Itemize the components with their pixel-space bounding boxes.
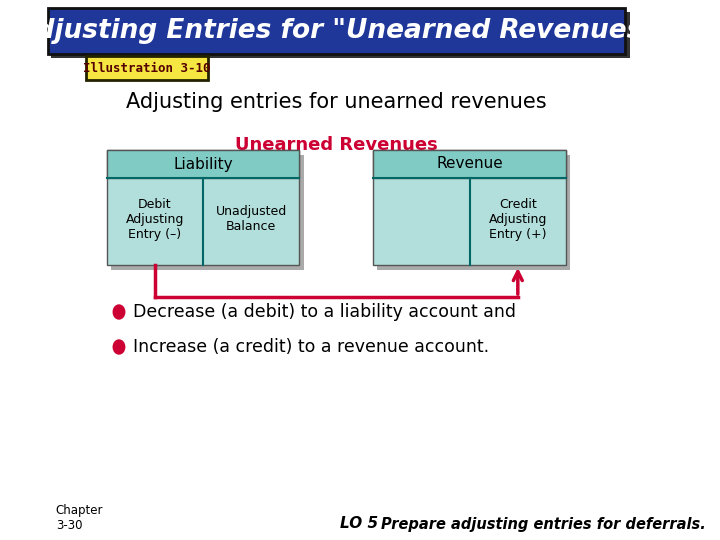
Bar <box>373 150 566 178</box>
Text: Adjusting Entries for "Unearned Revenues": Adjusting Entries for "Unearned Revenues… <box>17 18 657 44</box>
Text: Increase (a credit) to a revenue account.: Increase (a credit) to a revenue account… <box>133 338 489 356</box>
Text: Revenue: Revenue <box>436 157 503 172</box>
Bar <box>377 155 570 270</box>
Circle shape <box>113 305 125 319</box>
Bar <box>86 56 207 80</box>
Bar <box>373 150 566 265</box>
Bar <box>111 155 304 270</box>
Circle shape <box>113 340 125 354</box>
Bar <box>51 12 630 58</box>
Text: LO 5: LO 5 <box>341 516 379 531</box>
Text: Chapter
3-30: Chapter 3-30 <box>56 504 104 532</box>
Text: Unadjusted
Balance: Unadjusted Balance <box>215 206 287 233</box>
Text: Decrease (a debit) to a liability account and: Decrease (a debit) to a liability accoun… <box>133 303 516 321</box>
Bar <box>48 8 625 54</box>
Text: Prepare adjusting entries for deferrals.: Prepare adjusting entries for deferrals. <box>382 516 706 531</box>
Text: Illustration 3-10: Illustration 3-10 <box>83 62 211 75</box>
Bar <box>107 150 300 178</box>
Text: Liability: Liability <box>174 157 233 172</box>
Bar <box>107 150 300 265</box>
Text: Debit
Adjusting
Entry (–): Debit Adjusting Entry (–) <box>126 198 184 241</box>
Text: Adjusting entries for unearned revenues: Adjusting entries for unearned revenues <box>126 92 546 112</box>
Text: Credit
Adjusting
Entry (+): Credit Adjusting Entry (+) <box>489 198 547 241</box>
Text: Unearned Revenues: Unearned Revenues <box>235 136 438 154</box>
